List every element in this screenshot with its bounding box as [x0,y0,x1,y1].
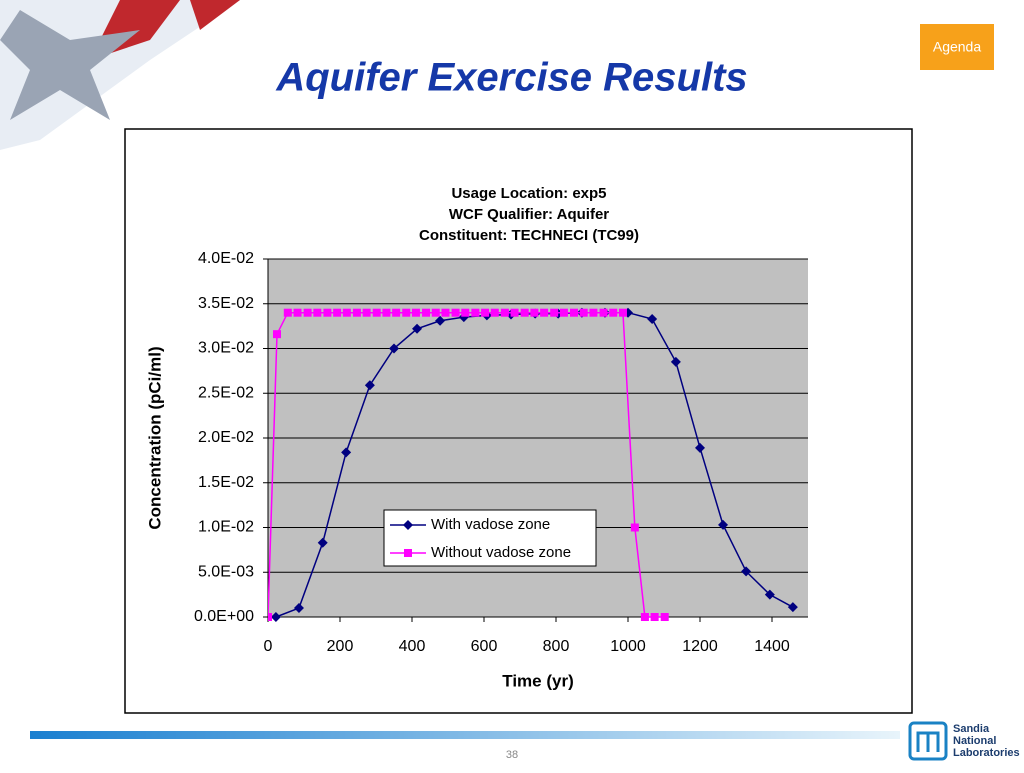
x-tick-label: 1400 [754,638,790,655]
point [520,308,529,317]
point [333,308,342,317]
point [550,308,559,317]
point [273,330,281,339]
point [362,308,371,317]
point [579,308,588,317]
agenda-button[interactable]: Agenda [920,24,994,70]
logo-text: Laboratories [953,747,1020,759]
y-tick-label: 1.5E-02 [198,474,254,491]
chart: Usage Location: exp5 WCF Qualifier: Aquif… [145,185,808,690]
point [695,442,705,453]
x-tick-label: 1000 [610,638,646,655]
point [559,308,568,317]
point [530,308,539,317]
point [718,519,729,530]
y-tick-label: 0.0E+00 [194,608,254,625]
point [382,308,391,317]
legend: With vadose zone Without vadose zone [383,509,597,567]
point [293,603,304,614]
legend-marker [404,549,412,557]
point [412,323,423,334]
point [341,447,352,458]
page-number: 38 [506,749,518,761]
point [640,613,649,621]
x-tick-label: 0 [264,638,273,655]
point [490,308,499,317]
series [268,308,669,621]
point [599,308,608,317]
x-tick-label: 600 [471,638,498,655]
point [342,308,351,317]
chart-title: Usage Location: exp5 [451,185,606,202]
y-tick-label: 3.5E-02 [198,295,254,312]
point [402,308,411,317]
point [481,308,490,317]
sandia-logo: Sandia National Laboratories [908,721,1020,761]
logo-text: National [953,735,996,747]
point [500,308,509,317]
point [293,308,302,317]
point [352,308,361,317]
x-tick-label: 1200 [682,638,718,655]
point [268,613,272,621]
point [741,566,752,577]
point [647,313,658,324]
point [787,602,798,613]
y-tick-label: 3.0E-02 [198,340,254,357]
point [589,308,598,317]
point [618,308,627,317]
point [313,308,322,317]
point [451,308,460,317]
logo-text: Sandia [953,723,990,735]
y-tick-label: 4.0E-02 [198,250,254,267]
agenda-bg[interactable] [920,24,994,70]
agenda-label[interactable]: Agenda [933,39,981,55]
point [570,308,578,317]
point [670,356,681,367]
point [609,308,618,317]
point [510,308,519,317]
point [364,380,375,391]
x-axis-title: Time (yr) [502,671,574,690]
point [392,308,401,317]
legend-box [383,509,597,567]
point [323,308,332,317]
y-axis-title: Concentration (pCi/ml) [145,346,164,529]
point [422,308,431,317]
point [435,315,446,326]
point [540,308,549,317]
x-tick-label: 200 [327,638,354,655]
point [317,537,328,548]
point [764,589,775,600]
point [283,308,292,317]
slide-title: Aquifer Exercise Results [275,56,747,100]
point [660,613,669,621]
x-tick-label: 400 [399,638,426,655]
y-tick-label: 2.5E-02 [198,384,254,401]
point [411,308,420,317]
star-decoration [0,0,240,150]
legend-label: Without vadose zone [431,544,571,561]
point [270,612,281,622]
point [303,308,312,317]
point [650,613,659,621]
point [461,308,470,317]
footer-bar [30,731,900,739]
point [389,343,399,354]
y-tick-label: 1.0E-02 [198,519,254,536]
y-tick-label: 5.0E-03 [198,563,254,580]
x-tick-label: 800 [543,638,570,655]
y-tick-label: 2.0E-02 [198,429,254,446]
point [630,523,639,532]
legend-marker [403,520,413,530]
chart-title: WCF Qualifier: Aquifer [449,206,609,223]
point [372,308,381,317]
point [431,308,440,317]
chart-title: Constituent: TECHNECI (TC99) [419,227,639,244]
point [441,308,450,317]
point [471,308,480,317]
legend-label: With vadose zone [431,516,550,533]
